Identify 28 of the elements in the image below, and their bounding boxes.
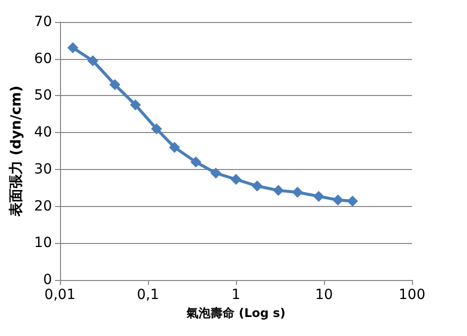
point [252, 180, 263, 192]
y-tick-label: 10 [34, 235, 52, 252]
point [230, 174, 242, 185]
x-tick-label: 0,1 [136, 287, 160, 303]
point [168, 142, 180, 153]
point [292, 186, 304, 198]
point [87, 55, 98, 66]
point [190, 156, 202, 168]
x-tick-label: 1 [232, 287, 240, 303]
point [313, 190, 324, 202]
point [210, 168, 222, 179]
x-axis-title: 氣泡壽命 (Log s) [186, 306, 286, 320]
x-tick-label: 0,01 [44, 287, 76, 303]
y-tick-label: 0 [43, 272, 52, 288]
y-tick-label: 20 [34, 198, 52, 214]
x-tick-label: 100 [398, 287, 426, 303]
y-tick-label: 30 [34, 161, 52, 178]
point [109, 79, 120, 90]
y-axis-title: 表面張力 (dyn/cm) [8, 86, 24, 218]
point [272, 184, 284, 196]
point [130, 99, 141, 110]
y-tick-label: 50 [34, 88, 52, 104]
y-tick-label: 60 [34, 50, 52, 67]
point [67, 42, 78, 54]
y-tick-label: 40 [34, 124, 52, 141]
point [332, 194, 344, 206]
x-tick-label: 10 [315, 287, 333, 303]
y-tick-label: 70 [34, 14, 52, 30]
